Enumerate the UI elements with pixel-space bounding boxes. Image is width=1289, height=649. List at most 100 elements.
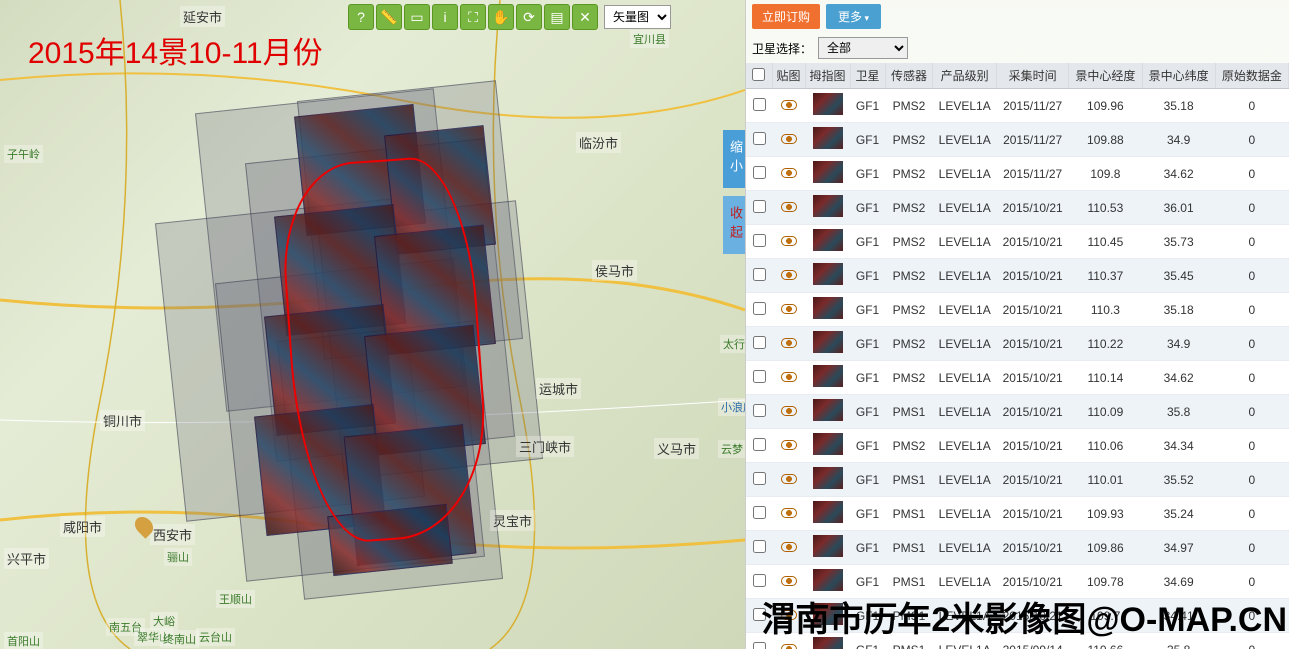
cell-sensor: PMS1 (885, 463, 933, 497)
city-label: 兴平市 (4, 548, 49, 569)
thumbnail[interactable] (813, 331, 843, 353)
order-button[interactable]: 立即订购 (752, 4, 820, 29)
row-checkbox[interactable] (753, 234, 766, 247)
cell-sensor: PMS2 (885, 327, 933, 361)
table-row[interactable]: GF1PMS1LEVEL1A2015/10/21109.8634.970 (746, 531, 1289, 565)
fullextent-icon[interactable]: ⛶ (460, 4, 486, 30)
satellite-filter[interactable]: 全部 (818, 37, 908, 59)
row-checkbox[interactable] (753, 98, 766, 111)
cell-level: LEVEL1A (933, 429, 997, 463)
row-checkbox[interactable] (753, 370, 766, 383)
column-header: 景中心纬度 (1142, 63, 1215, 89)
layers-icon[interactable]: ▤ (544, 4, 570, 30)
column-header: 原始数据金 (1215, 63, 1288, 89)
thumbnail[interactable] (813, 501, 843, 523)
visibility-icon[interactable] (781, 202, 797, 212)
cell-sensor: PMS1 (885, 531, 933, 565)
help-icon[interactable]: ? (348, 4, 374, 30)
table-row[interactable]: GF1PMS2LEVEL1A2015/11/27109.9635.180 (746, 89, 1289, 123)
row-checkbox[interactable] (753, 302, 766, 315)
cell-date: 2015/10/21 (997, 191, 1069, 225)
zoom-out-tab[interactable]: 缩小 (723, 130, 745, 188)
thumbnail[interactable] (813, 467, 843, 489)
visibility-icon[interactable] (781, 644, 797, 649)
visibility-icon[interactable] (781, 474, 797, 484)
table-row[interactable]: GF1PMS2LEVEL1A2015/10/21110.1434.620 (746, 361, 1289, 395)
table-row[interactable]: GF1PMS1LEVEL1A2015/10/21110.0135.520 (746, 463, 1289, 497)
row-checkbox[interactable] (753, 336, 766, 349)
clear-icon[interactable]: ✕ (572, 4, 598, 30)
table-row[interactable]: GF1PMS1LEVEL1A2015/10/21109.9335.240 (746, 497, 1289, 531)
table-row[interactable]: GF1PMS2LEVEL1A2015/10/21110.335.180 (746, 293, 1289, 327)
visibility-icon[interactable] (781, 270, 797, 280)
table-row[interactable]: GF1PMS1LEVEL1A2015/10/21110.0935.80 (746, 395, 1289, 429)
thumbnail[interactable] (813, 195, 843, 217)
cell-lon: 109.96 (1069, 89, 1142, 123)
table-row[interactable]: GF1PMS2LEVEL1A2015/10/21110.4535.730 (746, 225, 1289, 259)
table-row[interactable]: GF1PMS2LEVEL1A2015/10/21110.2234.90 (746, 327, 1289, 361)
thumbnail[interactable] (813, 399, 843, 421)
pan-icon[interactable]: ✋ (488, 4, 514, 30)
thumbnail[interactable] (813, 569, 843, 591)
ruler-icon[interactable]: 📏 (376, 4, 402, 30)
collapse-tab[interactable]: 收起 (723, 196, 745, 254)
thumbnail[interactable] (813, 127, 843, 149)
row-checkbox[interactable] (753, 472, 766, 485)
area-icon[interactable]: ▭ (404, 4, 430, 30)
refresh-icon[interactable]: ⟳ (516, 4, 542, 30)
cell-date: 2015/10/21 (997, 259, 1069, 293)
more-button[interactable]: 更多 (826, 4, 881, 29)
city-label: 侯马市 (592, 260, 637, 281)
visibility-icon[interactable] (781, 372, 797, 382)
visibility-icon[interactable] (781, 338, 797, 348)
cell-lat: 34.9 (1142, 327, 1215, 361)
cell-date: 2015/11/27 (997, 157, 1069, 191)
row-checkbox[interactable] (753, 540, 766, 553)
visibility-icon[interactable] (781, 168, 797, 178)
row-checkbox[interactable] (753, 166, 766, 179)
row-checkbox[interactable] (753, 506, 766, 519)
thumbnail[interactable] (813, 229, 843, 251)
cell-level: LEVEL1A (933, 259, 997, 293)
info-icon[interactable]: i (432, 4, 458, 30)
table-row[interactable]: GF1PMS2LEVEL1A2015/10/21110.3735.450 (746, 259, 1289, 293)
visibility-icon[interactable] (781, 100, 797, 110)
visibility-icon[interactable] (781, 406, 797, 416)
table-row[interactable]: GF1PMS2LEVEL1A2015/11/27109.8834.90 (746, 123, 1289, 157)
visibility-icon[interactable] (781, 508, 797, 518)
thumbnail[interactable] (813, 433, 843, 455)
visibility-icon[interactable] (781, 576, 797, 586)
cell-level: LEVEL1A (933, 157, 997, 191)
thumbnail[interactable] (813, 161, 843, 183)
visibility-icon[interactable] (781, 440, 797, 450)
city-label: 云梦 (718, 440, 745, 458)
row-checkbox[interactable] (753, 200, 766, 213)
cell-sat: GF1 (850, 327, 885, 361)
row-checkbox[interactable] (753, 132, 766, 145)
visibility-icon[interactable] (781, 304, 797, 314)
layer-select[interactable]: 矢量图 (604, 5, 671, 29)
thumbnail[interactable] (813, 535, 843, 557)
thumbnail[interactable] (813, 365, 843, 387)
table-row[interactable]: GF1PMS2LEVEL1A2015/10/21110.0634.340 (746, 429, 1289, 463)
thumbnail[interactable] (813, 297, 843, 319)
visibility-icon[interactable] (781, 134, 797, 144)
cell-lat: 35.18 (1142, 293, 1215, 327)
table-row[interactable]: GF1PMS2LEVEL1A2015/10/21110.5336.010 (746, 191, 1289, 225)
row-checkbox[interactable] (753, 404, 766, 417)
thumbnail[interactable] (813, 93, 843, 115)
row-checkbox[interactable] (753, 642, 766, 649)
column-header: 贴图 (772, 63, 805, 89)
map-canvas[interactable]: 延安市宜川县子午岭临汾市侯马市太行山运城市小浪底三门峡市义马市云梦灵宝市铜川市西… (0, 0, 745, 649)
cell-sensor: PMS2 (885, 191, 933, 225)
row-checkbox[interactable] (753, 574, 766, 587)
thumbnail[interactable] (813, 263, 843, 285)
row-checkbox[interactable] (753, 268, 766, 281)
table-row[interactable]: GF1PMS2LEVEL1A2015/11/27109.834.620 (746, 157, 1289, 191)
visibility-icon[interactable] (781, 236, 797, 246)
visibility-icon[interactable] (781, 542, 797, 552)
select-all-checkbox[interactable] (752, 68, 765, 81)
row-checkbox[interactable] (753, 438, 766, 451)
cell-raw: 0 (1215, 89, 1288, 123)
city-label: 铜川市 (100, 410, 145, 431)
